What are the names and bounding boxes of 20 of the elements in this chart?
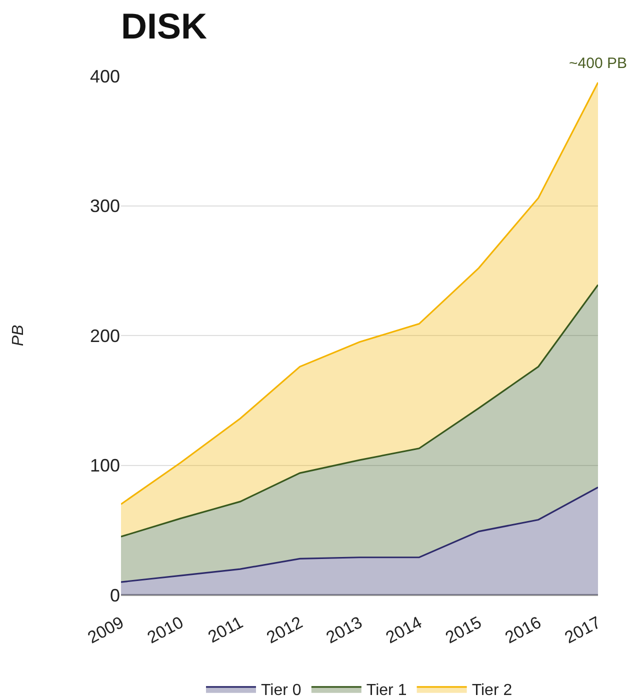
x-tick-label: 2013 [323,612,366,648]
x-tick-label: 2015 [442,612,485,648]
y-tick-label: 200 [90,326,120,346]
x-tick-label: 2016 [502,612,544,648]
y-tick-label: 0 [110,585,120,606]
annotation: ~400 PB [569,55,627,72]
y-tick-label: 300 [90,196,120,216]
x-tick-label: 2010 [144,612,186,648]
x-tick-label: 2017 [562,612,604,648]
y-tick-label: 400 [90,66,120,86]
x-tick-label: 2014 [382,612,425,648]
chart-title: DISK [121,6,208,47]
x-tick-label: 2011 [204,612,246,647]
legend-label: Tier 2 [472,682,512,698]
legend-label: Tier 0 [261,682,302,698]
x-tick-label: 2009 [84,612,127,648]
y-tick-label: 100 [90,456,120,476]
x-tick-label: 2012 [263,612,306,648]
legend-label: Tier 1 [366,682,407,698]
y-axis-title: PB [10,324,27,346]
